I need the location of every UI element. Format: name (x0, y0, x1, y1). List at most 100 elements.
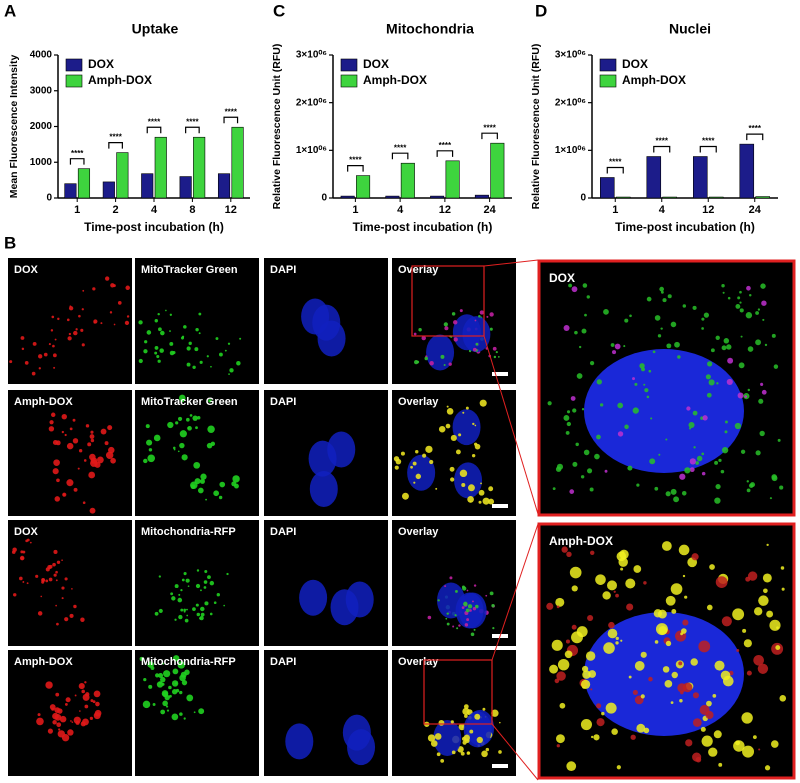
signal (54, 707, 61, 713)
signal (177, 597, 183, 603)
channel-label: DAPI (270, 396, 296, 408)
signal (743, 639, 752, 648)
signal (646, 395, 650, 399)
signal (209, 580, 215, 586)
signal (465, 406, 469, 410)
signal (37, 611, 43, 616)
signal (718, 762, 723, 767)
signal (601, 711, 605, 716)
bar (400, 162, 415, 199)
signal (143, 349, 148, 354)
signal (455, 449, 461, 455)
signal (154, 351, 158, 355)
signal (444, 326, 449, 331)
signal (781, 587, 785, 591)
y-tick-label: 0 (580, 193, 586, 204)
signal (100, 322, 103, 325)
significance-label: **** (71, 149, 84, 158)
signal (31, 371, 36, 376)
signal (769, 619, 781, 631)
signal (771, 333, 776, 338)
signal (467, 484, 475, 492)
signal (159, 348, 164, 353)
signal (755, 311, 759, 315)
signal (491, 603, 495, 608)
signal (446, 408, 454, 415)
signal (88, 471, 96, 479)
signal (57, 317, 60, 321)
signal (665, 640, 672, 647)
signal (620, 639, 623, 642)
signal (605, 702, 617, 714)
nucleus (426, 334, 455, 371)
zoom-region (423, 659, 493, 725)
signal (415, 473, 422, 480)
signal (480, 482, 482, 485)
signal (589, 361, 595, 366)
signal (171, 689, 178, 695)
signal (486, 315, 489, 318)
signal (682, 619, 689, 626)
signal (84, 681, 87, 684)
signal (145, 424, 150, 429)
x-tick-label: 4 (659, 204, 666, 216)
signal (167, 421, 174, 429)
signal (763, 588, 768, 594)
signal (705, 710, 714, 720)
signal (472, 347, 477, 352)
micrograph (392, 390, 516, 516)
signal (160, 709, 166, 715)
signal (208, 399, 212, 403)
signal (89, 453, 96, 461)
significance-label: **** (439, 141, 452, 150)
signal (705, 374, 711, 380)
signal (586, 468, 593, 474)
signal (200, 589, 202, 592)
scale-bar (492, 372, 508, 376)
signal (179, 690, 183, 695)
signal (186, 694, 194, 702)
signal (410, 465, 413, 469)
signal (666, 343, 672, 349)
signal (449, 466, 455, 472)
micrograph-content (301, 298, 346, 357)
signal (78, 314, 81, 318)
signal (181, 578, 185, 582)
signal (198, 708, 205, 715)
signal (603, 308, 609, 315)
channel-label: MitoTracker Green (141, 396, 238, 408)
signal (615, 641, 619, 645)
signal (460, 751, 465, 756)
signal (617, 431, 624, 437)
signal (574, 330, 578, 335)
signal (688, 421, 695, 429)
micrograph-content (36, 681, 102, 742)
signal (607, 628, 618, 639)
signal (688, 427, 692, 430)
signal (47, 565, 52, 570)
signal (596, 434, 601, 440)
signal (659, 286, 664, 292)
signal (415, 450, 419, 454)
signal (154, 346, 159, 350)
signal (144, 340, 148, 344)
signal (477, 717, 480, 720)
signal (742, 745, 755, 758)
signal (443, 322, 448, 327)
nucleus (330, 589, 359, 626)
micrograph-content (393, 399, 495, 505)
signal (218, 352, 223, 357)
signal (226, 572, 229, 576)
signal (734, 422, 742, 430)
signal (762, 573, 772, 583)
micrograph-content (413, 309, 500, 371)
signal (615, 636, 619, 640)
bar (430, 195, 445, 199)
micrograph-content (427, 576, 495, 637)
signal (581, 328, 587, 334)
signal (643, 581, 647, 585)
chart-title: Uptake (132, 21, 179, 37)
scale-bar (492, 504, 508, 508)
y-axis-label: Relative Fluorescence Unit (RFU) (271, 44, 283, 210)
significance-bracket (481, 132, 498, 140)
